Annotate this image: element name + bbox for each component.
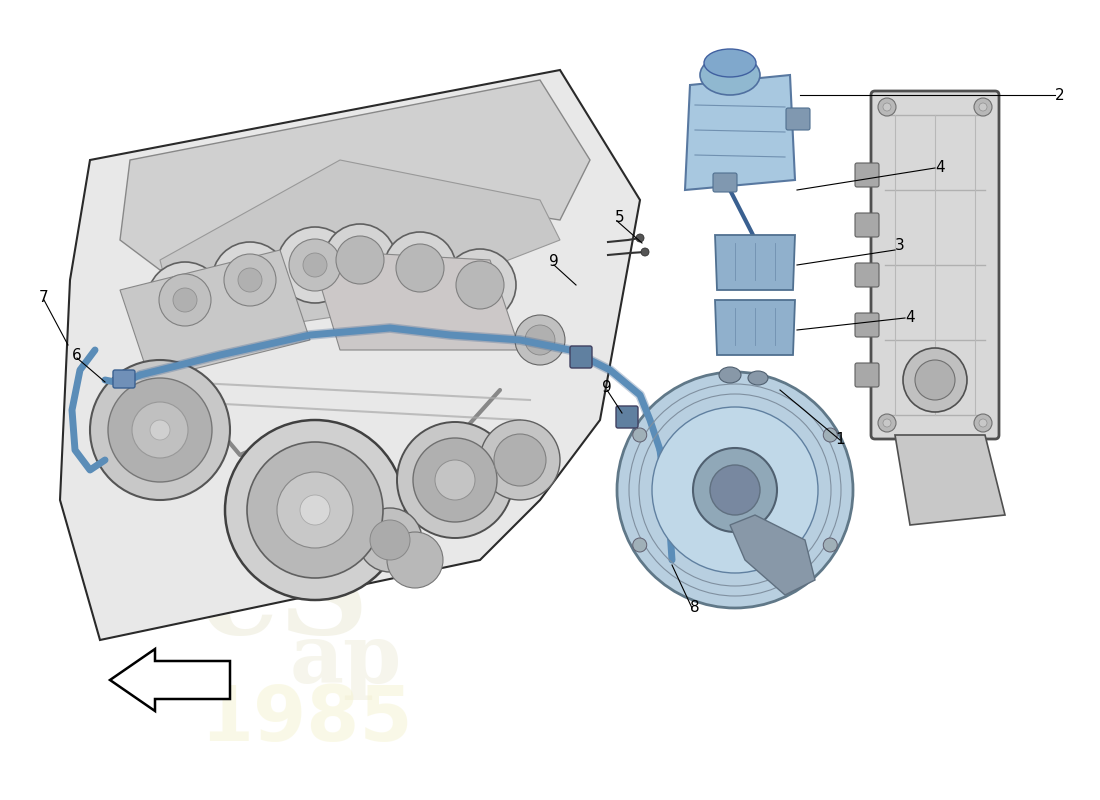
Circle shape <box>132 402 188 458</box>
Circle shape <box>878 414 896 432</box>
Circle shape <box>147 262 223 338</box>
Text: ap: ap <box>290 620 403 700</box>
Circle shape <box>456 261 504 309</box>
Circle shape <box>974 98 992 116</box>
Circle shape <box>652 407 818 573</box>
Polygon shape <box>895 435 1005 525</box>
Circle shape <box>300 495 330 525</box>
Circle shape <box>979 419 987 427</box>
Text: 4: 4 <box>935 161 945 175</box>
Text: 4: 4 <box>905 310 915 326</box>
Circle shape <box>641 248 649 256</box>
Circle shape <box>396 244 444 292</box>
FancyBboxPatch shape <box>570 346 592 368</box>
Text: 3: 3 <box>895 238 905 253</box>
Circle shape <box>302 253 327 277</box>
Circle shape <box>632 538 647 552</box>
Text: 9: 9 <box>602 381 612 395</box>
Circle shape <box>358 508 422 572</box>
Circle shape <box>289 239 341 291</box>
Polygon shape <box>685 75 795 190</box>
Circle shape <box>90 360 230 500</box>
FancyBboxPatch shape <box>113 370 135 388</box>
Polygon shape <box>120 80 590 270</box>
Ellipse shape <box>700 55 760 95</box>
Circle shape <box>324 224 396 296</box>
Text: 8: 8 <box>690 601 700 615</box>
Polygon shape <box>310 250 520 350</box>
Circle shape <box>336 236 384 284</box>
Circle shape <box>370 520 410 560</box>
Circle shape <box>974 414 992 432</box>
Circle shape <box>636 234 644 242</box>
Polygon shape <box>120 250 310 380</box>
Circle shape <box>108 378 212 482</box>
Circle shape <box>525 325 556 355</box>
FancyArrow shape <box>110 649 230 711</box>
Circle shape <box>823 428 837 442</box>
Circle shape <box>494 434 546 486</box>
Ellipse shape <box>719 367 741 383</box>
Text: 9: 9 <box>549 254 559 270</box>
Circle shape <box>823 538 837 552</box>
Circle shape <box>248 442 383 578</box>
Circle shape <box>238 268 262 292</box>
Ellipse shape <box>748 371 768 385</box>
Circle shape <box>160 274 211 326</box>
Text: 5: 5 <box>615 210 625 226</box>
Text: eS: eS <box>200 539 370 661</box>
Circle shape <box>384 232 456 304</box>
Ellipse shape <box>704 49 756 77</box>
Polygon shape <box>715 235 795 290</box>
Circle shape <box>515 315 565 365</box>
Circle shape <box>878 98 896 116</box>
Circle shape <box>617 372 852 608</box>
Circle shape <box>387 532 443 588</box>
FancyBboxPatch shape <box>855 213 879 237</box>
Circle shape <box>173 288 197 312</box>
FancyBboxPatch shape <box>713 173 737 192</box>
Circle shape <box>224 254 276 306</box>
Circle shape <box>883 419 891 427</box>
Circle shape <box>979 103 987 111</box>
Circle shape <box>903 348 967 412</box>
Circle shape <box>710 465 760 515</box>
Circle shape <box>226 420 405 600</box>
Text: 6: 6 <box>73 347 81 362</box>
FancyBboxPatch shape <box>855 313 879 337</box>
FancyBboxPatch shape <box>871 91 999 439</box>
Circle shape <box>632 428 647 442</box>
Circle shape <box>150 420 170 440</box>
Circle shape <box>277 227 353 303</box>
Polygon shape <box>160 160 560 340</box>
Polygon shape <box>715 300 795 355</box>
Circle shape <box>397 422 513 538</box>
Text: 1985: 1985 <box>200 683 412 757</box>
Polygon shape <box>730 515 815 595</box>
Text: 1: 1 <box>835 433 845 447</box>
FancyBboxPatch shape <box>855 363 879 387</box>
Circle shape <box>693 448 777 532</box>
Circle shape <box>212 242 288 318</box>
Circle shape <box>883 103 891 111</box>
Circle shape <box>480 420 560 500</box>
Polygon shape <box>60 70 640 640</box>
FancyBboxPatch shape <box>855 163 879 187</box>
Text: 7: 7 <box>40 290 48 305</box>
FancyBboxPatch shape <box>616 406 638 428</box>
Circle shape <box>915 360 955 400</box>
FancyBboxPatch shape <box>855 263 879 287</box>
FancyBboxPatch shape <box>786 108 810 130</box>
Circle shape <box>277 472 353 548</box>
Circle shape <box>434 460 475 500</box>
Circle shape <box>444 249 516 321</box>
Circle shape <box>412 438 497 522</box>
Text: 2: 2 <box>1055 87 1065 102</box>
